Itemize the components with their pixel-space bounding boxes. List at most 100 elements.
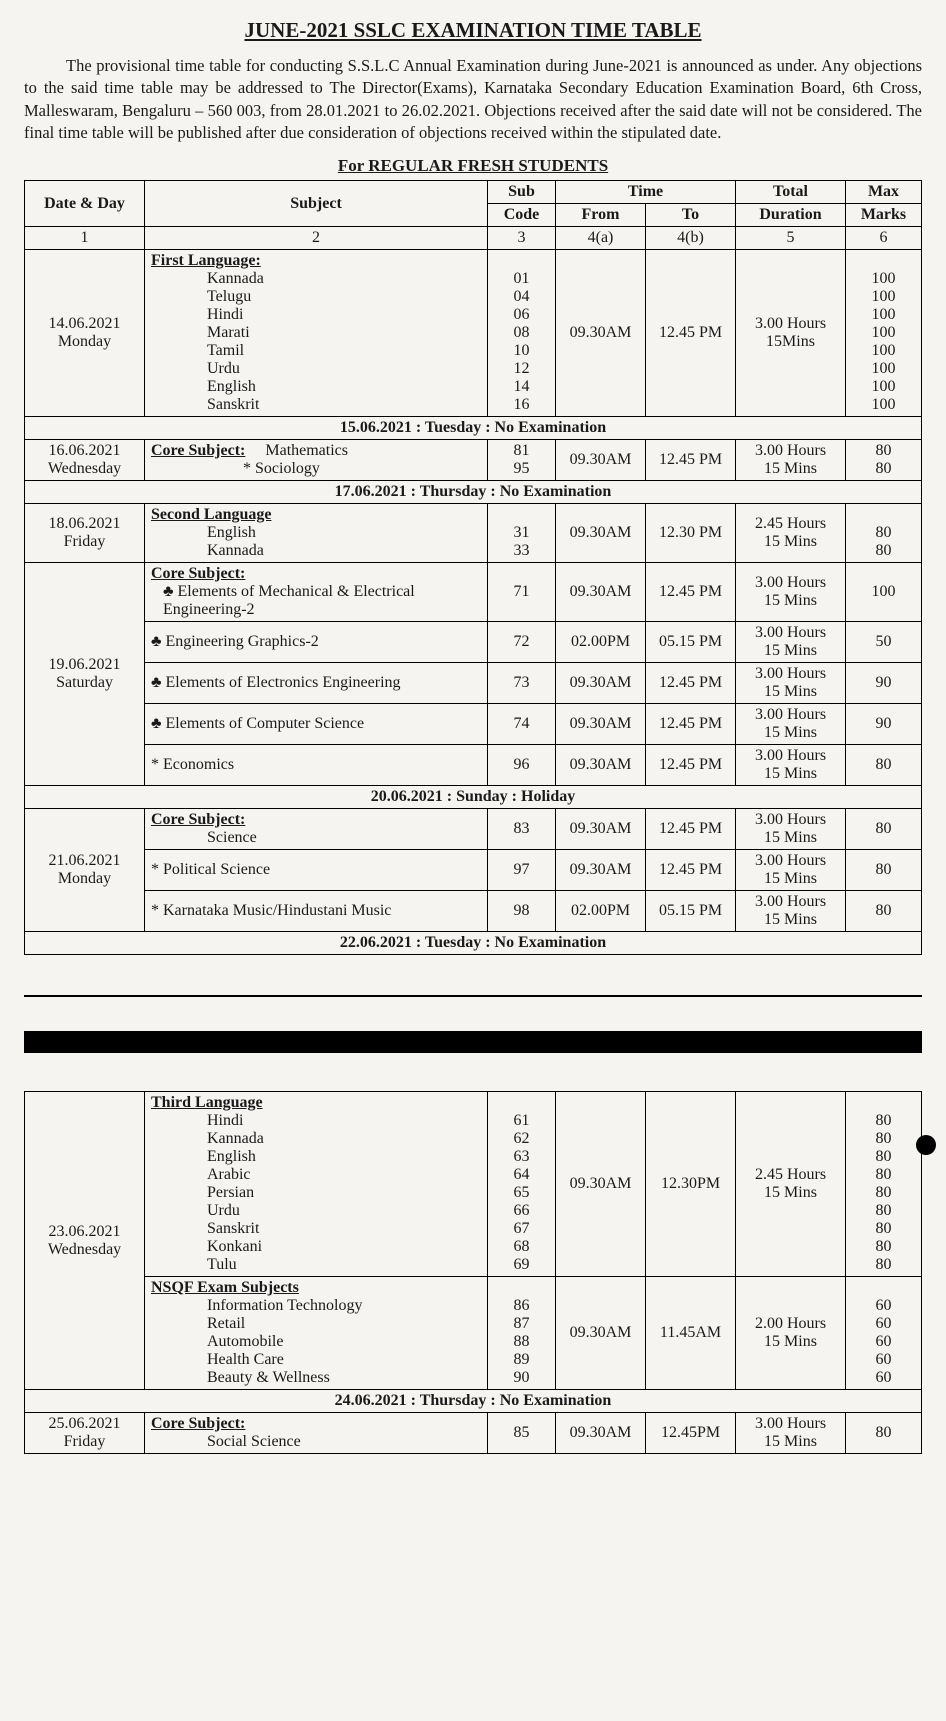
group-head: NSQF Exam Subjects bbox=[151, 1279, 481, 1297]
to-cell: 05.15 PM bbox=[646, 622, 736, 663]
date-text: 18.06.2021 bbox=[31, 515, 138, 533]
noexam-text: 17.06.2021 : Thursday : No Examination bbox=[25, 481, 922, 504]
table-row: * Political Science 97 09.30AM 12.45 PM … bbox=[25, 850, 922, 891]
subject-cell: Third Language Hindi Kannada English Ara… bbox=[145, 1092, 488, 1277]
code-cell: 96 bbox=[488, 745, 556, 786]
date-text: 23.06.2021 bbox=[31, 1223, 138, 1241]
h-max: Max bbox=[846, 181, 922, 204]
noexam-row: 24.06.2021 : Thursday : No Examination bbox=[25, 1390, 922, 1413]
marks-text: 80 bbox=[852, 1202, 915, 1220]
duration-cell: 3.00 Hours15 Mins bbox=[736, 891, 846, 932]
dur1: 3.00 Hours bbox=[742, 893, 839, 911]
dur1: 3.00 Hours bbox=[742, 665, 839, 683]
marks-text: 80 bbox=[852, 1166, 915, 1184]
from-cell: 02.00PM bbox=[556, 891, 646, 932]
holiday-row: 20.06.2021 : Sunday : Holiday bbox=[25, 786, 922, 809]
code-cell: 81 95 bbox=[488, 440, 556, 481]
noexam-row: 22.06.2021 : Tuesday : No Examination bbox=[25, 932, 922, 955]
subj-name: Telugu bbox=[151, 288, 481, 306]
from-cell: 09.30AM bbox=[556, 1277, 646, 1390]
marks-cell: 80 bbox=[846, 809, 922, 850]
code-text: 08 bbox=[494, 324, 549, 342]
subj-name: Health Care bbox=[151, 1351, 481, 1369]
subj-name: Tulu bbox=[151, 1256, 481, 1274]
h-to: To bbox=[646, 204, 736, 227]
to-cell: 12.45PM bbox=[646, 1413, 736, 1454]
h-sub: Sub bbox=[488, 181, 556, 204]
from-cell: 09.30AM bbox=[556, 563, 646, 622]
to-cell: 12.30 PM bbox=[646, 504, 736, 563]
duration-cell: 3.00 Hours15 Mins bbox=[736, 850, 846, 891]
noexam-row: 15.06.2021 : Tuesday : No Examination bbox=[25, 417, 922, 440]
subj-name: Sanskrit bbox=[151, 1220, 481, 1238]
dur2: 15 Mins bbox=[742, 1433, 839, 1451]
subj-name: Konkani bbox=[151, 1238, 481, 1256]
duration-cell: 3.00 Hours15 Mins bbox=[736, 745, 846, 786]
subj-name: Beauty & Wellness bbox=[151, 1369, 481, 1387]
noexam-row: 17.06.2021 : Thursday : No Examination bbox=[25, 481, 922, 504]
table-row: 18.06.2021 Friday Second Language Englis… bbox=[25, 504, 922, 563]
duration-cell: 3.00 Hours 15 Mins bbox=[736, 440, 846, 481]
subject-cell: ♣ Elements of Electronics Engineering bbox=[145, 663, 488, 704]
subj-name: Hindi bbox=[151, 306, 481, 324]
marks-text: 100 bbox=[852, 324, 915, 342]
marks-text: 60 bbox=[852, 1369, 915, 1387]
colnum-3: 3 bbox=[488, 227, 556, 250]
dur1: 3.00 Hours bbox=[742, 706, 839, 724]
h-time: Time bbox=[556, 181, 736, 204]
date-cell: 14.06.2021 Monday bbox=[25, 250, 145, 417]
code-text: 62 bbox=[494, 1130, 549, 1148]
date-cell: 23.06.2021 Wednesday bbox=[25, 1092, 145, 1390]
marks-text: 100 bbox=[852, 288, 915, 306]
dur2: 15 Mins bbox=[742, 911, 839, 929]
duration-cell: 3.00 Hours15 Mins bbox=[736, 622, 846, 663]
from-cell: 09.30AM bbox=[556, 809, 646, 850]
code-text: 88 bbox=[494, 1333, 549, 1351]
subj-name: Tamil bbox=[151, 342, 481, 360]
holiday-text: 20.06.2021 : Sunday : Holiday bbox=[25, 786, 922, 809]
dur2: 15 Mins bbox=[742, 683, 839, 701]
subj-name: Retail bbox=[151, 1315, 481, 1333]
marks-text: 60 bbox=[852, 1297, 915, 1315]
h-marks: Marks bbox=[846, 204, 922, 227]
duration-cell: 3.00 Hours 15Mins bbox=[736, 250, 846, 417]
subj-name: English bbox=[151, 378, 481, 396]
day-text: Monday bbox=[31, 870, 138, 888]
duration-cell: 2.45 Hours 15 Mins bbox=[736, 1092, 846, 1277]
group-head: Core Subject: bbox=[151, 811, 481, 829]
code-text: 95 bbox=[494, 460, 549, 478]
marks-text: 80 bbox=[852, 1184, 915, 1202]
code-text: 86 bbox=[494, 1297, 549, 1315]
code-text: 06 bbox=[494, 306, 549, 324]
dur1: 3.00 Hours bbox=[742, 315, 839, 333]
date-text: 21.06.2021 bbox=[31, 852, 138, 870]
to-cell: 12.30PM bbox=[646, 1092, 736, 1277]
dur2: 15 Mins bbox=[742, 592, 839, 610]
h-from: From bbox=[556, 204, 646, 227]
marks-text: 80 bbox=[852, 442, 915, 460]
group-head: First Language: bbox=[151, 252, 481, 270]
marks-text: 80 bbox=[852, 542, 915, 560]
marks-cell: 80 bbox=[846, 745, 922, 786]
subj-name: Mathematics bbox=[265, 442, 348, 459]
group-head: Core Subject: bbox=[151, 442, 245, 459]
marks-text: 80 bbox=[852, 1112, 915, 1130]
to-cell: 12.45 PM bbox=[646, 663, 736, 704]
subject-cell: Second Language English Kannada bbox=[145, 504, 488, 563]
dur1: 3.00 Hours bbox=[742, 811, 839, 829]
marks-text: 80 bbox=[852, 1238, 915, 1256]
duration-cell: 3.00 Hours15 Mins bbox=[736, 563, 846, 622]
table-row: 23.06.2021 Wednesday Third Language Hind… bbox=[25, 1092, 922, 1277]
marks-cell: 80 80 bbox=[846, 504, 922, 563]
dur2: 15Mins bbox=[742, 333, 839, 351]
colnum-4b: 4(b) bbox=[646, 227, 736, 250]
table-row: 19.06.2021 Saturday Core Subject: ♣ Elem… bbox=[25, 563, 922, 622]
code-text: 87 bbox=[494, 1315, 549, 1333]
dur1: 2.45 Hours bbox=[742, 1166, 839, 1184]
code-text: 64 bbox=[494, 1166, 549, 1184]
dur1: 3.00 Hours bbox=[742, 1415, 839, 1433]
code-text: 14 bbox=[494, 378, 549, 396]
marks-cell: 80 bbox=[846, 850, 922, 891]
code-text: 10 bbox=[494, 342, 549, 360]
day-text: Friday bbox=[31, 1433, 138, 1451]
